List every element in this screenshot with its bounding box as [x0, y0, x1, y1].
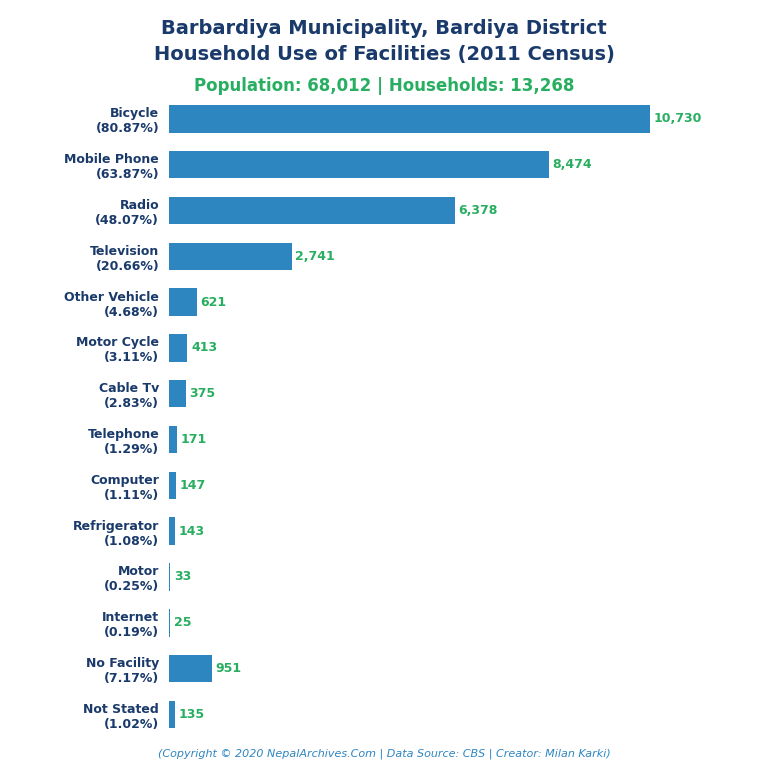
- Bar: [169, 609, 170, 637]
- Bar: [169, 243, 292, 270]
- Text: 6,378: 6,378: [458, 204, 498, 217]
- Bar: [169, 563, 170, 591]
- Text: 143: 143: [179, 525, 205, 538]
- Text: (Copyright © 2020 NepalArchives.Com | Data Source: CBS | Creator: Milan Karki): (Copyright © 2020 NepalArchives.Com | Da…: [157, 748, 611, 759]
- Bar: [169, 197, 455, 224]
- Text: 413: 413: [191, 342, 217, 354]
- Text: 621: 621: [200, 296, 227, 309]
- Bar: [169, 289, 197, 316]
- Text: Barbardiya Municipality, Bardiya District: Barbardiya Municipality, Bardiya Distric…: [161, 19, 607, 38]
- Text: 25: 25: [174, 616, 191, 629]
- Bar: [169, 334, 187, 362]
- Text: 171: 171: [180, 433, 207, 446]
- Text: 33: 33: [174, 571, 191, 584]
- Bar: [169, 655, 211, 682]
- Text: Household Use of Facilities (2011 Census): Household Use of Facilities (2011 Census…: [154, 45, 614, 64]
- Bar: [169, 472, 176, 499]
- Text: Population: 68,012 | Households: 13,268: Population: 68,012 | Households: 13,268: [194, 77, 574, 94]
- Text: 2,741: 2,741: [296, 250, 335, 263]
- Text: 375: 375: [190, 387, 216, 400]
- Text: 10,730: 10,730: [654, 112, 702, 125]
- Bar: [169, 151, 548, 178]
- Text: 8,474: 8,474: [552, 158, 592, 171]
- Bar: [169, 380, 186, 408]
- Bar: [169, 518, 175, 545]
- Bar: [169, 105, 650, 133]
- Text: 135: 135: [179, 708, 205, 721]
- Bar: [169, 425, 177, 453]
- Text: 951: 951: [215, 662, 241, 675]
- Text: 147: 147: [179, 479, 205, 492]
- Bar: [169, 700, 175, 728]
